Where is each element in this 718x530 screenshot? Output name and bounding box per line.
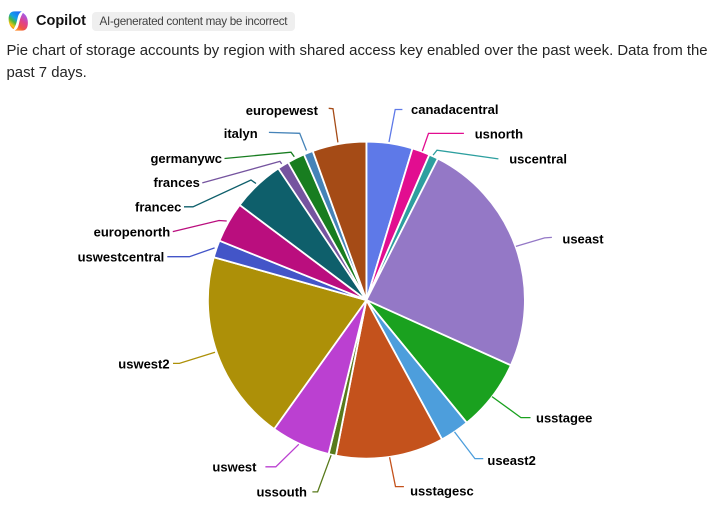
- svg-text:germanywc: germanywc: [150, 151, 222, 166]
- svg-text:canadacentral: canadacentral: [411, 102, 498, 117]
- svg-text:ussouth: ussouth: [256, 485, 307, 500]
- svg-text:europenorth: europenorth: [94, 225, 171, 240]
- svg-text:uswestcentral: uswestcentral: [78, 250, 165, 265]
- svg-text:europewest: europewest: [246, 103, 319, 118]
- svg-text:uscentral: uscentral: [509, 152, 567, 167]
- svg-text:usnorth: usnorth: [475, 127, 523, 142]
- svg-text:uswest2: uswest2: [118, 357, 169, 372]
- svg-text:useast: useast: [562, 232, 604, 247]
- svg-text:uswest: uswest: [212, 460, 257, 475]
- svg-text:usstagesc: usstagesc: [410, 483, 474, 498]
- svg-text:francec: francec: [135, 200, 181, 215]
- svg-text:useast2: useast2: [487, 453, 535, 468]
- svg-text:usstagee: usstagee: [536, 410, 592, 425]
- svg-text:frances: frances: [154, 175, 200, 190]
- svg-text:italyn: italyn: [224, 126, 258, 141]
